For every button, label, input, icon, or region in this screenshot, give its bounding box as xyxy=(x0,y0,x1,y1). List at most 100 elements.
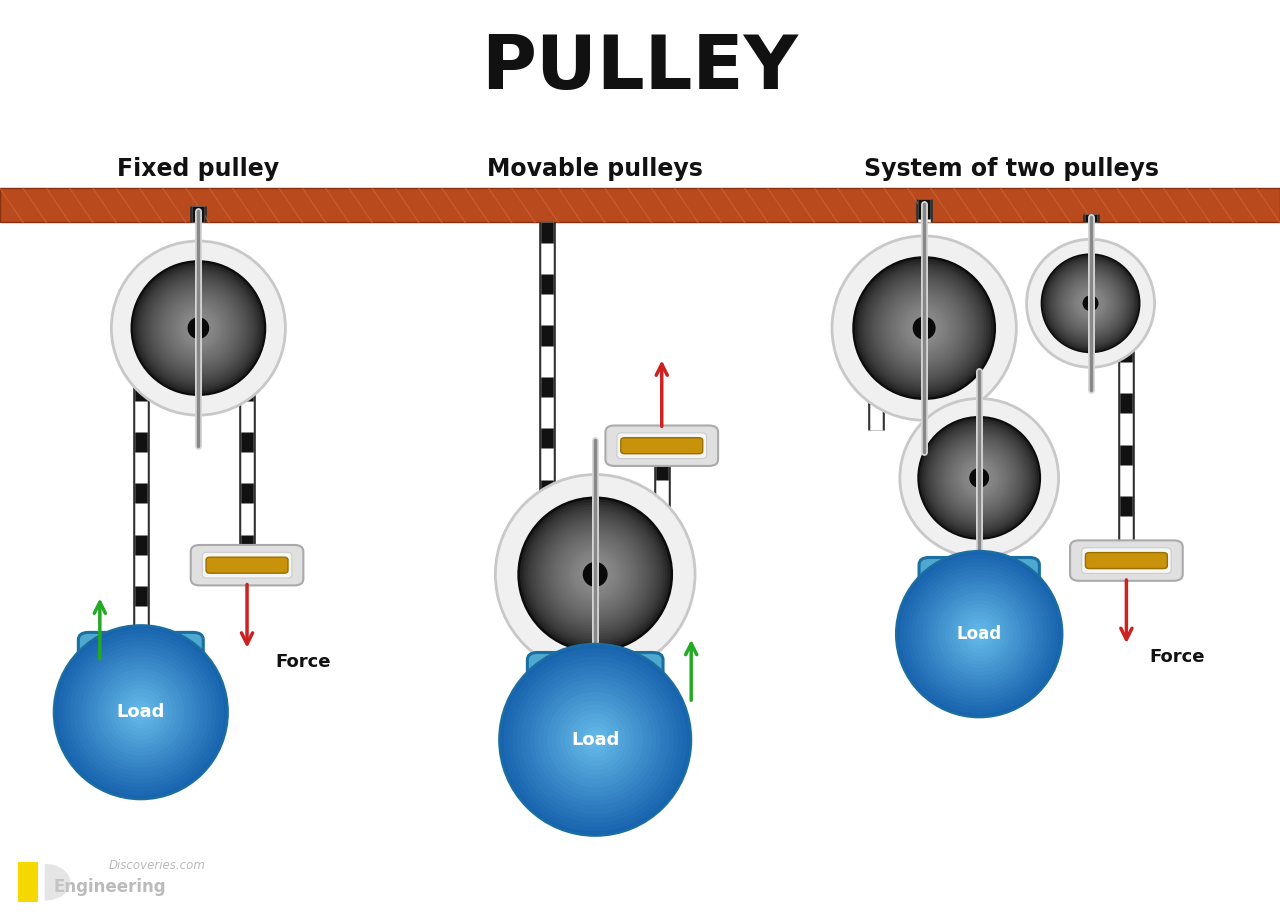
Ellipse shape xyxy=(175,305,221,351)
Ellipse shape xyxy=(582,727,608,753)
Ellipse shape xyxy=(858,261,991,395)
Ellipse shape xyxy=(189,319,207,337)
Ellipse shape xyxy=(174,303,223,353)
Ellipse shape xyxy=(972,627,987,641)
Text: Discoveries.com: Discoveries.com xyxy=(109,859,206,872)
Ellipse shape xyxy=(1053,267,1128,340)
Ellipse shape xyxy=(1051,264,1130,343)
Ellipse shape xyxy=(934,433,1024,523)
Ellipse shape xyxy=(101,673,180,752)
Ellipse shape xyxy=(975,474,983,482)
Ellipse shape xyxy=(867,270,982,386)
Ellipse shape xyxy=(956,455,1002,501)
Ellipse shape xyxy=(169,299,228,357)
Ellipse shape xyxy=(955,453,1004,503)
Ellipse shape xyxy=(539,683,652,797)
Ellipse shape xyxy=(151,280,246,376)
Ellipse shape xyxy=(183,312,214,344)
Ellipse shape xyxy=(936,435,1023,521)
Ellipse shape xyxy=(564,709,626,770)
Ellipse shape xyxy=(919,418,1039,538)
FancyBboxPatch shape xyxy=(191,545,303,585)
Ellipse shape xyxy=(832,236,1016,420)
Ellipse shape xyxy=(927,581,1032,687)
Ellipse shape xyxy=(582,562,608,587)
Text: System of two pulleys: System of two pulleys xyxy=(864,157,1158,181)
Ellipse shape xyxy=(900,304,948,352)
Ellipse shape xyxy=(910,313,938,343)
Ellipse shape xyxy=(1070,283,1111,323)
Ellipse shape xyxy=(968,623,991,645)
Ellipse shape xyxy=(959,458,1000,498)
Ellipse shape xyxy=(129,700,152,724)
Ellipse shape xyxy=(975,630,983,638)
Ellipse shape xyxy=(969,468,989,488)
Ellipse shape xyxy=(1056,268,1125,338)
Ellipse shape xyxy=(929,428,1029,528)
Ellipse shape xyxy=(1085,299,1096,308)
Ellipse shape xyxy=(1050,262,1133,345)
Ellipse shape xyxy=(517,662,673,818)
Ellipse shape xyxy=(932,430,1027,526)
FancyBboxPatch shape xyxy=(1070,540,1183,581)
Ellipse shape xyxy=(580,559,611,590)
Ellipse shape xyxy=(530,675,660,805)
FancyBboxPatch shape xyxy=(1082,548,1171,573)
Ellipse shape xyxy=(78,649,204,776)
Text: Force: Force xyxy=(1149,648,1204,666)
FancyBboxPatch shape xyxy=(545,663,645,689)
Ellipse shape xyxy=(148,278,248,378)
Ellipse shape xyxy=(86,657,196,767)
Ellipse shape xyxy=(1052,265,1129,342)
Text: PULLEY: PULLEY xyxy=(481,32,799,105)
Ellipse shape xyxy=(593,572,598,577)
Ellipse shape xyxy=(1073,285,1108,322)
Ellipse shape xyxy=(891,294,957,362)
Ellipse shape xyxy=(919,323,929,333)
Ellipse shape xyxy=(133,704,148,720)
Ellipse shape xyxy=(503,648,687,832)
Ellipse shape xyxy=(877,280,972,376)
Ellipse shape xyxy=(187,317,210,339)
Ellipse shape xyxy=(916,321,932,335)
Ellipse shape xyxy=(918,416,1041,539)
Ellipse shape xyxy=(54,625,228,800)
Ellipse shape xyxy=(188,317,209,339)
Ellipse shape xyxy=(111,241,285,415)
Ellipse shape xyxy=(131,260,266,396)
Ellipse shape xyxy=(508,652,682,827)
Ellipse shape xyxy=(1027,239,1155,368)
FancyBboxPatch shape xyxy=(605,425,718,466)
Ellipse shape xyxy=(948,604,1010,664)
Ellipse shape xyxy=(543,523,648,626)
Ellipse shape xyxy=(966,466,992,490)
Ellipse shape xyxy=(1084,297,1097,310)
Ellipse shape xyxy=(554,533,636,616)
Ellipse shape xyxy=(113,685,169,740)
Ellipse shape xyxy=(934,589,1024,679)
Ellipse shape xyxy=(155,285,242,371)
Ellipse shape xyxy=(923,577,1036,691)
FancyBboxPatch shape xyxy=(936,567,1023,591)
Ellipse shape xyxy=(908,312,941,345)
Ellipse shape xyxy=(1074,287,1107,320)
Text: Load: Load xyxy=(956,625,1002,643)
Ellipse shape xyxy=(556,700,635,779)
Ellipse shape xyxy=(570,549,621,600)
Ellipse shape xyxy=(157,288,239,369)
Ellipse shape xyxy=(582,562,608,587)
Ellipse shape xyxy=(65,637,216,788)
Ellipse shape xyxy=(1046,258,1135,348)
Ellipse shape xyxy=(861,266,987,391)
Ellipse shape xyxy=(859,264,989,392)
Ellipse shape xyxy=(133,263,264,393)
Ellipse shape xyxy=(552,530,639,618)
Ellipse shape xyxy=(904,559,1055,709)
Ellipse shape xyxy=(134,265,262,391)
Ellipse shape xyxy=(499,644,691,835)
Ellipse shape xyxy=(960,460,998,496)
Text: Force: Force xyxy=(275,652,330,671)
Ellipse shape xyxy=(855,258,993,398)
Ellipse shape xyxy=(557,536,634,613)
Ellipse shape xyxy=(969,468,989,488)
